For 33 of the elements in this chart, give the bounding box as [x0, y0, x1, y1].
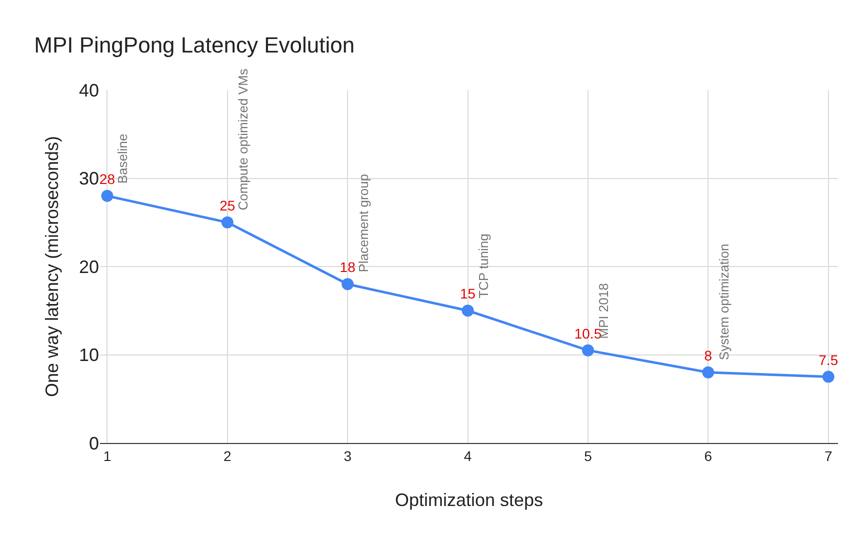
x-tick-label: 4	[464, 448, 472, 464]
x-tick-label: 1	[103, 448, 112, 464]
data-label: 15	[460, 286, 476, 302]
point	[101, 190, 114, 202]
x-tick-label: 7	[824, 448, 832, 464]
y-tick-label: 40	[78, 80, 99, 100]
y-tick-label: 0	[88, 433, 99, 454]
annotation: System optimization	[716, 244, 732, 360]
y-tick-label: 20	[78, 256, 99, 277]
x-tick-label: 3	[344, 448, 352, 464]
data-label: 28	[99, 170, 116, 187]
x-tick-label: 6	[704, 448, 712, 464]
y-tick-label: 10	[78, 345, 99, 366]
data-label: 18	[340, 259, 356, 276]
data-label: 25	[220, 197, 236, 214]
point	[221, 216, 234, 228]
point	[702, 366, 714, 378]
point	[342, 278, 354, 290]
point	[822, 370, 834, 383]
data-label: 8	[704, 347, 712, 364]
y-axis-title: One way latency (microseconds)	[42, 136, 62, 398]
x-tick-label: 5	[584, 448, 592, 464]
x-axis-title: Optimization steps	[394, 490, 544, 510]
y-tick-label: 30	[78, 168, 99, 189]
annotation: TCP tuning	[476, 234, 492, 298]
data-label: 7.5	[818, 352, 838, 368]
chart-title: MPI PingPong Latency Evolution	[34, 32, 355, 58]
x-tick-label: 2	[224, 448, 232, 464]
annotation: Baseline	[114, 134, 130, 184]
point	[582, 344, 594, 356]
point	[462, 304, 474, 317]
annotation: Compute optimized VMs	[236, 68, 251, 210]
annotation: Placement group	[356, 174, 371, 272]
